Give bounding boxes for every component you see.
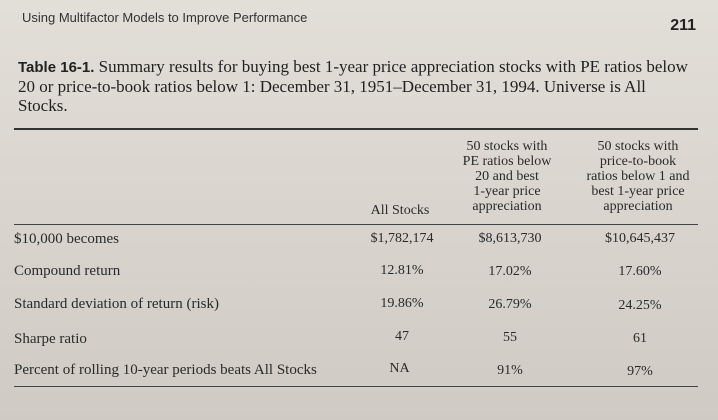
- cell-pb-stocks: 61: [633, 331, 647, 346]
- column-header-line: PE ratios below: [462, 154, 552, 169]
- running-head: Using Multifactor Models to Improve Perf…: [22, 10, 308, 25]
- table-top-rule: [14, 128, 698, 130]
- column-header-line: 1-year price: [473, 184, 541, 199]
- column-header-line: All Stocks: [370, 203, 430, 218]
- column-header-line: ratios below 1 and: [586, 169, 690, 184]
- page-number: 211: [670, 17, 696, 34]
- cell-pe-stocks: 17.02%: [488, 264, 532, 279]
- column-header-pe-stocks: 50 stocks with PE ratios below 20 and be…: [442, 139, 572, 214]
- cell-pe-stocks: 91%: [497, 363, 523, 378]
- row-label: $10,000 becomes: [14, 231, 119, 247]
- column-header-line: 50 stocks with: [466, 139, 548, 154]
- row-label: Sharpe ratio: [14, 331, 87, 347]
- column-header-line: appreciation: [603, 199, 673, 214]
- cell-all-stocks: $1,782,174: [370, 231, 434, 246]
- cell-pb-stocks: 17.60%: [618, 264, 662, 279]
- row-label: Standard deviation of return (risk): [14, 296, 219, 312]
- cell-pb-stocks: $10,645,437: [605, 231, 675, 246]
- column-header-line: 50 stocks with: [597, 139, 679, 154]
- cell-pe-stocks: 26.79%: [488, 297, 532, 312]
- row-label: Compound return: [14, 263, 121, 279]
- cell-pe-stocks: $8,613,730: [478, 231, 542, 246]
- column-header-line: best 1-year price: [591, 184, 685, 199]
- column-header-line: appreciation: [472, 199, 542, 214]
- row-label: Percent of rolling 10-year periods beats…: [14, 362, 317, 378]
- cell-pe-stocks: 55: [503, 330, 517, 345]
- table-caption-text: Summary results for buying best 1-year p…: [18, 57, 688, 115]
- cell-pb-stocks: 97%: [627, 364, 653, 379]
- cell-all-stocks: 47: [395, 329, 409, 344]
- column-header-pb-stocks: 50 stocks with price-to-book ratios belo…: [568, 139, 708, 214]
- header-divider: [14, 224, 698, 225]
- column-header-line: 20 and best: [475, 169, 539, 184]
- table-caption: Table 16-1. Summary results for buying b…: [18, 57, 698, 115]
- table-bottom-rule: [14, 386, 698, 387]
- cell-all-stocks: 12.81%: [380, 263, 424, 278]
- column-header-all-stocks: All Stocks: [350, 203, 450, 218]
- cell-all-stocks: 19.86%: [380, 296, 424, 311]
- table-caption-label: Table 16-1.: [18, 59, 95, 76]
- cell-pb-stocks: 24.25%: [618, 298, 662, 313]
- column-header-line: price-to-book: [599, 154, 677, 169]
- cell-all-stocks: NA: [389, 361, 410, 376]
